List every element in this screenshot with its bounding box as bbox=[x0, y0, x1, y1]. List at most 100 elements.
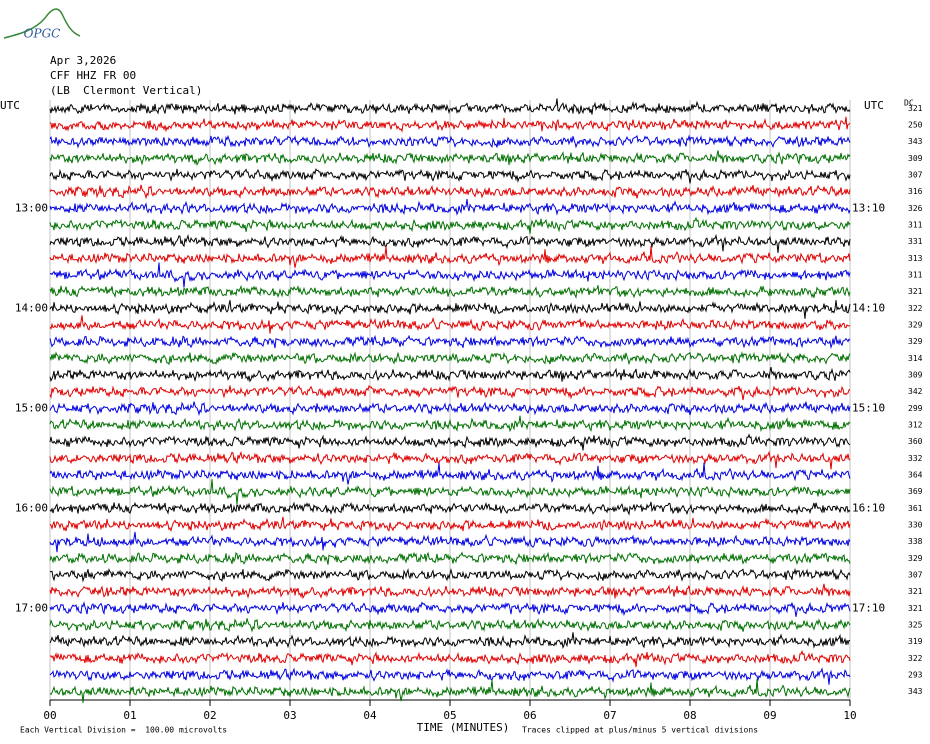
station: CFF HHZ FR 00 bbox=[50, 69, 136, 82]
trace bbox=[49, 531, 851, 553]
trace bbox=[49, 233, 851, 253]
trace bbox=[49, 284, 851, 300]
trace bbox=[49, 479, 851, 505]
dc-label: 307 bbox=[908, 171, 923, 180]
x-tick-label: 06 bbox=[523, 709, 536, 722]
trace bbox=[49, 516, 851, 533]
trace bbox=[49, 245, 851, 268]
dc-label: 316 bbox=[908, 187, 923, 196]
dc-label: 338 bbox=[908, 537, 923, 546]
trace bbox=[49, 262, 851, 288]
left-title: UTC bbox=[0, 99, 20, 112]
dc-label: 309 bbox=[908, 154, 923, 163]
x-tick-label: 07 bbox=[603, 709, 616, 722]
trace bbox=[49, 601, 851, 617]
dc-label: 332 bbox=[908, 454, 923, 463]
dc-label: 329 bbox=[908, 337, 923, 346]
dc-label: 309 bbox=[908, 371, 923, 380]
dc-label: 322 bbox=[908, 654, 923, 663]
dc-label: 322 bbox=[908, 304, 923, 313]
trace bbox=[49, 415, 851, 433]
dc-label: 330 bbox=[908, 521, 923, 530]
dc-label: 369 bbox=[908, 487, 923, 496]
trace bbox=[49, 366, 851, 383]
note-left: Each Vertical Division = 100.00 microvol… bbox=[20, 726, 227, 735]
trace bbox=[49, 184, 851, 200]
x-tick-label: 01 bbox=[123, 709, 136, 722]
dc-label: 311 bbox=[908, 271, 923, 280]
dc-label: 293 bbox=[908, 671, 923, 680]
trace bbox=[49, 134, 851, 149]
dc-label: 321 bbox=[908, 287, 923, 296]
dc-label: 314 bbox=[908, 354, 923, 363]
trace bbox=[49, 300, 851, 319]
trace bbox=[49, 168, 851, 184]
dc-label: 321 bbox=[908, 104, 923, 113]
dc-label: 313 bbox=[908, 254, 923, 263]
labels: 00 01 02 03 04 05 06 07 08 09 10 321 250 343 309 307 316… bbox=[15, 104, 923, 722]
trace bbox=[49, 551, 851, 566]
trace bbox=[49, 501, 851, 516]
right-title: UTC bbox=[864, 99, 884, 112]
logo-text: OPGC bbox=[24, 27, 61, 41]
dc-label: 364 bbox=[908, 471, 923, 480]
trace bbox=[49, 334, 851, 350]
x-tick-label: 02 bbox=[203, 709, 216, 722]
x-tick-label: 10 bbox=[843, 709, 856, 722]
trace bbox=[49, 150, 851, 166]
x-tick-label: 03 bbox=[283, 709, 296, 722]
x-tick-label: 05 bbox=[443, 709, 456, 722]
left-time-label: 17:00 bbox=[15, 601, 48, 614]
dc-title: DC bbox=[904, 99, 914, 108]
left-time-label: 14:00 bbox=[15, 301, 48, 314]
dc-label: 307 bbox=[908, 571, 923, 580]
dc-label: 321 bbox=[908, 604, 923, 613]
x-tick-label: 09 bbox=[763, 709, 776, 722]
right-time-label: 13:10 bbox=[852, 201, 885, 214]
dc-label: 343 bbox=[908, 687, 923, 696]
right-time-label: 17:10 bbox=[852, 601, 885, 614]
date: Apr 3,2026 bbox=[50, 54, 116, 67]
left-time-label: 16:00 bbox=[15, 501, 48, 514]
note-right: Traces clipped at plus/minus 5 vertical … bbox=[522, 726, 758, 735]
trace bbox=[49, 583, 851, 600]
dc-label: 326 bbox=[908, 204, 923, 213]
trace bbox=[49, 98, 851, 115]
trace bbox=[49, 216, 851, 234]
dc-label: 311 bbox=[908, 221, 923, 230]
right-time-label: 15:10 bbox=[852, 401, 885, 414]
dc-label: 329 bbox=[908, 554, 923, 563]
trace bbox=[49, 450, 851, 470]
x-tick-label: 08 bbox=[683, 709, 696, 722]
dc-label: 360 bbox=[908, 437, 923, 446]
trace bbox=[49, 679, 851, 703]
dc-label: 325 bbox=[908, 621, 923, 630]
logo-curve bbox=[3, 8, 81, 39]
location: (LB Clermont Vertical) bbox=[50, 84, 202, 97]
trace bbox=[49, 401, 851, 417]
dc-label: 299 bbox=[908, 404, 923, 413]
x-tick-label: 00 bbox=[43, 709, 56, 722]
traces bbox=[49, 98, 851, 703]
x-axis-title: TIME (MINUTES) bbox=[417, 721, 510, 734]
trace bbox=[49, 315, 851, 334]
dc-label: 343 bbox=[908, 137, 923, 146]
x-tick-label: 04 bbox=[363, 709, 377, 722]
trace bbox=[49, 632, 850, 650]
right-time-label: 16:10 bbox=[852, 501, 885, 514]
dc-label: 250 bbox=[908, 121, 923, 130]
dc-label: 329 bbox=[908, 321, 923, 330]
trace bbox=[49, 567, 851, 583]
dc-label: 342 bbox=[908, 387, 923, 396]
right-time-label: 14:10 bbox=[852, 301, 885, 314]
dc-label: 319 bbox=[908, 637, 923, 646]
trace bbox=[49, 667, 851, 685]
trace bbox=[49, 649, 851, 668]
grid bbox=[49, 100, 851, 706]
trace bbox=[49, 618, 851, 633]
trace bbox=[49, 462, 851, 485]
left-time-label: 13:00 bbox=[15, 201, 48, 214]
dc-label: 321 bbox=[908, 587, 923, 596]
dc-label: 331 bbox=[908, 237, 923, 246]
